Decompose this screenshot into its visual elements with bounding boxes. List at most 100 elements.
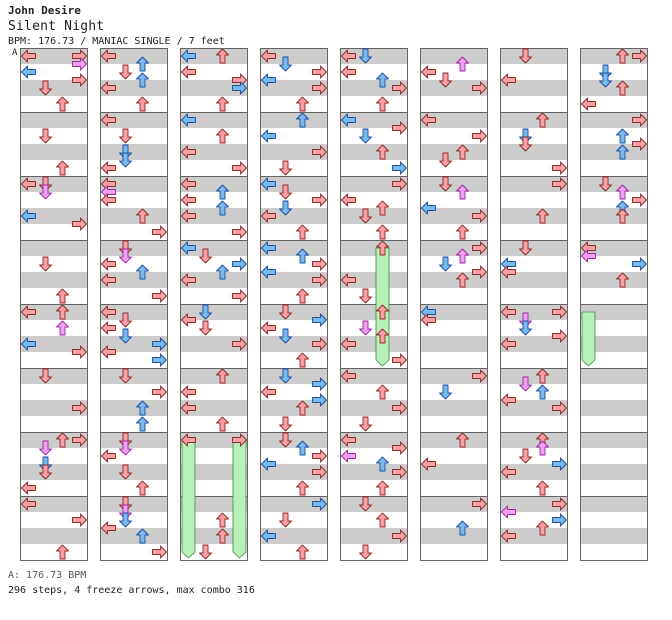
step-arrow-down (599, 72, 612, 88)
beat-band (500, 144, 568, 160)
step-arrow-right (152, 289, 167, 303)
step-arrow-up (376, 328, 389, 344)
step-arrow-right (232, 81, 247, 95)
measure-box (100, 496, 168, 561)
beat-band (420, 336, 488, 352)
step-arrow-down (359, 288, 372, 304)
step-arrow-up (536, 440, 549, 456)
step-arrow-right (72, 401, 87, 415)
step-arrow-up (296, 352, 309, 368)
step-arrow-up (216, 416, 229, 432)
step-arrow-right (392, 121, 407, 135)
step-arrow-left (261, 241, 276, 255)
step-arrow-down (519, 448, 532, 464)
beat-band (420, 240, 488, 256)
step-arrow-left (101, 305, 116, 319)
step-arrow-up (216, 184, 229, 200)
step-arrow-down (359, 496, 372, 512)
beat-band (180, 48, 248, 64)
step-arrow-up (216, 128, 229, 144)
chart-column (100, 48, 168, 561)
beat-band (180, 496, 248, 512)
step-arrow-left (341, 273, 356, 287)
step-arrow-down (359, 544, 372, 560)
step-arrow-left (501, 257, 516, 271)
beat-band (420, 464, 488, 480)
beat-band (260, 528, 328, 544)
step-arrow-right (312, 65, 327, 79)
beat-band (180, 112, 248, 128)
beat-band (100, 368, 168, 384)
step-arrow-up (136, 56, 149, 72)
step-arrow-up (376, 200, 389, 216)
step-arrow-left (101, 113, 116, 127)
step-arrow-left (261, 457, 276, 471)
step-arrow-up (376, 240, 389, 256)
step-arrow-down (119, 128, 132, 144)
beat-band (420, 48, 488, 64)
step-arrow-left (341, 49, 356, 63)
step-arrow-up (296, 112, 309, 128)
step-arrow-right (232, 161, 247, 175)
step-arrow-up (296, 224, 309, 240)
step-arrow-left (581, 249, 596, 263)
beat-band (100, 176, 168, 192)
step-arrow-down (119, 496, 132, 512)
step-arrow-up (296, 440, 309, 456)
measure-box (580, 496, 648, 561)
step-arrow-left (341, 433, 356, 447)
beat-band (500, 272, 568, 288)
beat-band (20, 176, 88, 192)
beat-band (20, 144, 88, 160)
step-arrow-down (119, 152, 132, 168)
step-arrow-left (341, 449, 356, 463)
chart-info: BPM: 176.73 / MANIAC SINGLE / 7 feet (8, 36, 225, 47)
beat-band (20, 368, 88, 384)
chart-column (20, 48, 88, 561)
step-arrow-up (56, 304, 69, 320)
beat-band (340, 304, 408, 320)
step-arrow-right (472, 241, 487, 255)
step-arrow-right (552, 161, 567, 175)
step-arrow-up (296, 544, 309, 560)
measure-box (500, 496, 568, 561)
step-arrow-right (632, 257, 647, 271)
step-arrow-left (21, 177, 36, 191)
step-arrow-left (261, 49, 276, 63)
step-arrow-down (39, 256, 52, 272)
beat-band (420, 304, 488, 320)
step-arrow-down (119, 328, 132, 344)
beat-band (500, 336, 568, 352)
step-arrow-left (101, 161, 116, 175)
step-arrow-right (312, 145, 327, 159)
beat-band (20, 208, 88, 224)
step-arrow-right (632, 137, 647, 151)
beat-band (420, 176, 488, 192)
step-arrow-down (119, 144, 132, 160)
step-arrow-down (119, 504, 132, 520)
chart-column (260, 48, 328, 561)
step-arrow-down (39, 456, 52, 472)
step-arrow-left (261, 529, 276, 543)
step-arrow-left (181, 273, 196, 287)
step-arrow-down (439, 72, 452, 88)
beat-band (580, 272, 648, 288)
step-arrow-down (599, 64, 612, 80)
beat-band (500, 112, 568, 128)
step-arrow-up (536, 112, 549, 128)
step-arrow-left (501, 73, 516, 87)
beat-band (580, 432, 648, 448)
step-arrow-left (501, 529, 516, 543)
beat-band (260, 464, 328, 480)
step-arrow-down (279, 184, 292, 200)
step-arrow-left (21, 49, 36, 63)
step-arrow-up (136, 264, 149, 280)
step-arrow-right (392, 441, 407, 455)
beat-band (340, 496, 408, 512)
step-arrow-left (421, 65, 436, 79)
beat-band (100, 400, 168, 416)
beat-band (340, 48, 408, 64)
step-arrow-left (21, 497, 36, 511)
step-arrow-left (421, 313, 436, 327)
